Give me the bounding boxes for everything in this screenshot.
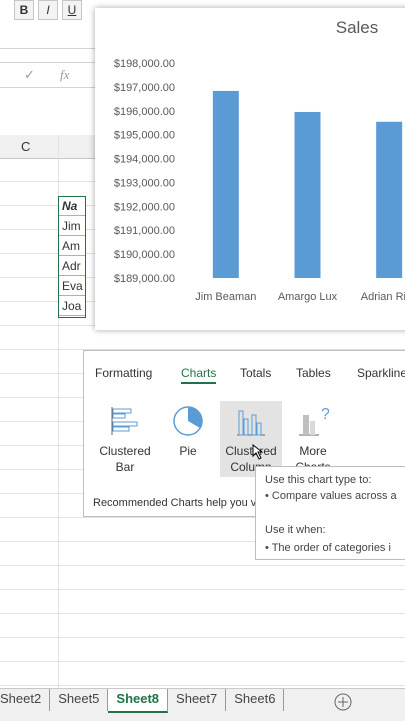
tab[interactable]: Sparklines <box>357 366 405 380</box>
tab-active[interactable]: Charts <box>181 366 217 384</box>
table-border <box>58 196 86 318</box>
tab[interactable]: Tables <box>296 366 331 380</box>
clustered-column-icon <box>237 410 265 436</box>
clustered-bar-icon <box>111 407 138 435</box>
sheet-tab[interactable]: Sheet8 <box>108 689 169 713</box>
y-tick-label: $194,000.00 <box>114 154 175 166</box>
y-tick-label: $193,000.00 <box>114 177 175 189</box>
panel-footer: Recommended Charts help you vi <box>93 497 259 509</box>
tooltip: Use this chart type to: • Compare values… <box>255 466 405 560</box>
sheet-tab[interactable]: Sheet5 <box>50 689 109 711</box>
function-icon[interactable]: fx <box>60 67 70 82</box>
tooltip-line: • The order of categories i <box>265 542 391 554</box>
chart: Sales $189,000.00 $190,000.00 $191,000.00 $… <box>114 18 405 303</box>
y-tick-label: $191,000.00 <box>114 225 175 237</box>
option-label: Clustered Bar <box>99 444 151 474</box>
sheet-tab[interactable]: Sheet6 <box>226 689 285 711</box>
table-header-cell[interactable]: Na <box>59 197 85 216</box>
bar <box>212 90 239 278</box>
sheet-tabs-bar: Sheet2 Sheet5 Sheet8 Sheet7 Sheet6 <box>0 688 405 721</box>
more-charts-icon: ? <box>299 406 329 436</box>
y-tick-label: $189,000.00 <box>114 273 175 285</box>
new-sheet-button[interactable] <box>333 692 353 712</box>
y-tick-label: $190,000.00 <box>114 249 175 261</box>
tooltip-line: Use this chart type to: <box>265 474 372 486</box>
option-label: Pie <box>179 444 197 458</box>
bold-button[interactable]: B <box>14 0 34 20</box>
underline-button[interactable]: U <box>62 0 82 20</box>
y-tick-label: $198,000.00 <box>114 58 175 70</box>
x-tick-label: Amargo Lux <box>278 291 338 303</box>
pie-icon <box>173 406 203 436</box>
sheet-tab[interactable]: Sheet2 <box>0 689 51 711</box>
chart-preview: Sales $189,000.00 $190,000.00 $191,000.00 $… <box>95 8 405 330</box>
column-line <box>58 135 59 688</box>
enter-icon[interactable]: ✓ <box>24 67 35 82</box>
bar <box>376 121 403 279</box>
x-tick-label: Jim Beaman <box>195 291 256 303</box>
chart-title: Sales <box>336 18 379 37</box>
sheet-tabs: Sheet2 Sheet5 Sheet8 Sheet7 Sheet6 <box>0 689 285 713</box>
x-tick-label: Adrian Riefl <box>361 291 405 303</box>
tooltip-line: Use it when: <box>265 524 326 536</box>
y-tick-label: $196,000.00 <box>114 106 175 118</box>
table-cell[interactable]: Joa <box>59 297 85 316</box>
table-cell[interactable]: Jim <box>59 217 85 236</box>
tooltip-line: • Compare values across a <box>265 490 397 502</box>
bar <box>294 111 321 278</box>
column-header[interactable]: C <box>21 139 31 154</box>
sheet-tab[interactable]: Sheet7 <box>168 689 227 711</box>
chart-option[interactable]: Clustered Bar <box>94 401 156 477</box>
table-cell[interactable]: Eva <box>59 277 85 296</box>
table-cell[interactable]: Am <box>59 237 85 256</box>
tab[interactable]: Totals <box>240 366 272 380</box>
y-tick-label: $195,000.00 <box>114 130 175 142</box>
chart-option[interactable]: Pie <box>157 401 219 477</box>
chart-option-selected[interactable]: Clustered Column <box>220 401 282 477</box>
svg-text:?: ? <box>321 406 329 423</box>
tab[interactable]: Formatting <box>95 366 153 380</box>
mouse-cursor <box>252 444 264 460</box>
y-tick-label: $197,000.00 <box>114 82 175 94</box>
table-cell[interactable]: Adr <box>59 257 85 276</box>
y-tick-label: $192,000.00 <box>114 201 175 213</box>
italic-button[interactable]: I <box>38 0 58 20</box>
